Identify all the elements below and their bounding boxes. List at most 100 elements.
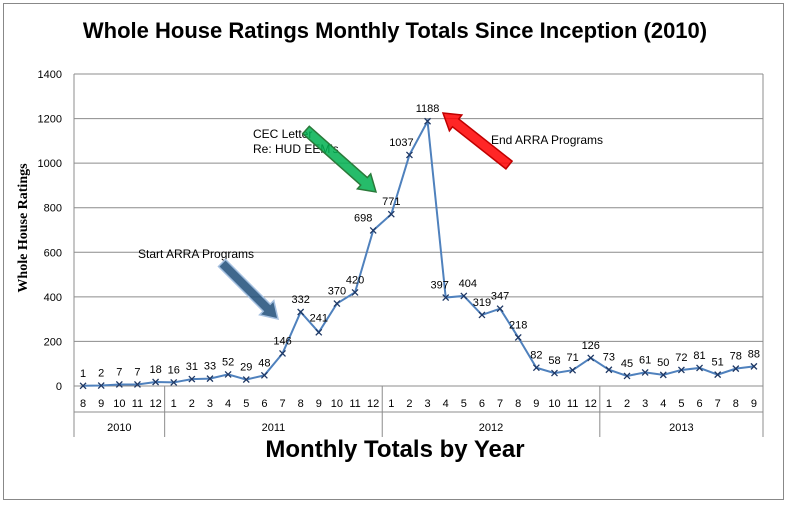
y-axis-ticks: 0 200 400 600 800 1000 1200 1400 (38, 69, 62, 393)
year-label: 2013 (669, 422, 693, 434)
data-label: 126 (582, 340, 600, 352)
x-tick-label: 7 (497, 398, 503, 410)
data-label: 420 (346, 274, 364, 286)
data-label: 771 (382, 196, 400, 208)
x-tick-label: 9 (751, 398, 757, 410)
data-label: 7 (116, 366, 122, 378)
x-tick-label: 2 (189, 398, 195, 410)
start-arra-arrow (219, 260, 279, 320)
data-point (515, 334, 521, 340)
data-label: 33 (204, 361, 216, 373)
data-label: 404 (459, 278, 477, 290)
x-tick-label: 4 (660, 398, 666, 410)
data-label: 397 (431, 280, 449, 292)
year-label: 2010 (107, 422, 131, 434)
x-tick-label: 7 (715, 398, 721, 410)
x-tick-label: 6 (261, 398, 267, 410)
data-point (334, 301, 340, 307)
y-tick-label: 200 (44, 336, 62, 348)
data-label: 61 (639, 354, 651, 366)
x-tick-label: 1 (171, 398, 177, 410)
data-label: 71 (566, 352, 578, 364)
data-label: 1188 (416, 103, 440, 115)
x-tick-label: 9 (316, 398, 322, 410)
data-label: 45 (621, 358, 633, 370)
x-tick-label: 2 (624, 398, 630, 410)
data-label: 73 (603, 352, 615, 364)
year-label: 2011 (262, 422, 286, 434)
data-label: 1 (80, 368, 86, 380)
data-label: 347 (491, 291, 509, 303)
x-tick-label: 1 (606, 398, 612, 410)
y-tick-label: 0 (56, 381, 62, 393)
x-tick-label: 11 (567, 398, 578, 410)
data-label: 52 (222, 356, 234, 368)
y-tick-label: 1200 (38, 114, 62, 126)
data-label: 698 (354, 212, 372, 224)
x-tick-label: 9 (533, 398, 539, 410)
x-tick-label: 12 (367, 398, 379, 410)
data-labels: 1 2 7 7 18 16 31 33 52 29 481463322413704206987711… (80, 103, 760, 380)
data-label: 58 (548, 355, 560, 367)
data-label: 88 (748, 348, 760, 360)
cec-letter-arrow (303, 126, 376, 192)
x-tick-label: 3 (425, 398, 431, 410)
x-tick-label: 9 (98, 398, 104, 410)
gridlines (74, 74, 763, 386)
data-point (316, 329, 322, 335)
year-label: 2012 (479, 422, 503, 434)
x-tick-label: 8 (733, 398, 739, 410)
data-label: 218 (509, 319, 527, 331)
x-tick-label: 10 (113, 398, 125, 410)
data-label: 31 (186, 361, 198, 373)
x-tick-label: 12 (585, 398, 597, 410)
data-label: 29 (240, 362, 252, 374)
x-tick-label: 8 (298, 398, 304, 410)
data-label: 370 (328, 286, 346, 298)
y-tick-label: 800 (44, 203, 62, 215)
x-tick-label: 2 (406, 398, 412, 410)
data-label: 7 (134, 366, 140, 378)
annotation-text: End ARRA Programs (491, 133, 603, 147)
x-tick-label: 6 (696, 398, 702, 410)
data-label: 16 (168, 364, 180, 376)
x-tick-label: 12 (149, 398, 161, 410)
x-tick-label: 10 (331, 398, 343, 410)
x-tick-label: 5 (461, 398, 467, 410)
data-label: 48 (258, 357, 270, 369)
x-tick-label: 3 (207, 398, 213, 410)
data-label: 51 (712, 357, 724, 369)
x-tick-label: 3 (642, 398, 648, 410)
x-tick-label: 4 (443, 398, 449, 410)
data-label: 2 (98, 368, 104, 380)
x-tick-label: 6 (479, 398, 485, 410)
data-label: 146 (273, 335, 291, 347)
data-label: 82 (530, 350, 542, 362)
data-label: 81 (693, 350, 705, 362)
data-label: 319 (473, 297, 491, 309)
x-tick-label: 11 (349, 398, 360, 410)
data-label: 332 (291, 294, 309, 306)
annotation-text: Start ARRA Programs (138, 247, 254, 261)
x-tick-label: 8 (80, 398, 86, 410)
x-tick-label: 5 (678, 398, 684, 410)
y-tick-label: 400 (44, 292, 62, 304)
data-label: 72 (675, 352, 687, 364)
x-tick-label: 4 (225, 398, 231, 410)
x-tick-label: 10 (548, 398, 560, 410)
data-label: 18 (149, 364, 161, 376)
x-tick-label: 5 (243, 398, 249, 410)
data-label: 1037 (389, 137, 413, 149)
y-tick-label: 600 (44, 247, 62, 259)
y-tick-label: 1400 (38, 69, 62, 81)
x-tick-label: 11 (132, 398, 143, 410)
x-tick-label: 7 (279, 398, 285, 410)
data-label: 241 (310, 312, 328, 324)
data-label: 78 (730, 351, 742, 363)
y-tick-label: 1000 (38, 158, 62, 170)
x-tick-label: 8 (515, 398, 521, 410)
data-label: 50 (657, 357, 669, 369)
data-point (588, 355, 594, 361)
x-tick-label: 1 (388, 398, 394, 410)
